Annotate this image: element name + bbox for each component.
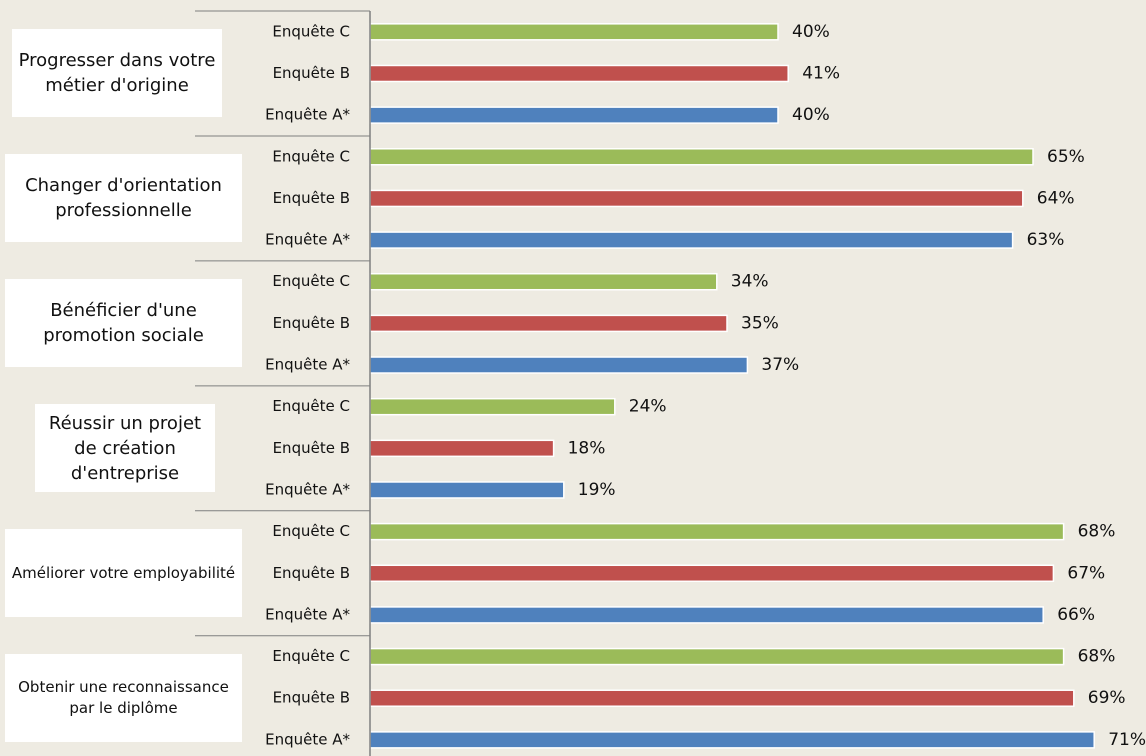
bar	[369, 314, 728, 333]
bar	[369, 272, 718, 291]
row-label: Enquête C	[272, 22, 350, 40]
row-label: Enquête A*	[265, 231, 350, 249]
value-label: 35%	[741, 313, 779, 333]
row-label: Enquête B	[273, 564, 350, 582]
group-label: Changer d'orientation professionnelle	[5, 154, 242, 243]
value-label: 64%	[1037, 188, 1075, 208]
bar	[369, 606, 1044, 624]
value-label: 67%	[1067, 563, 1105, 583]
group-label: Améliorer votre employabilité	[5, 529, 242, 618]
row-label: Enquête A*	[265, 480, 350, 498]
value-label: 34%	[731, 272, 769, 292]
bar	[369, 189, 1024, 208]
bar	[369, 64, 789, 83]
group-label: Progresser dans votre métier d'origine	[12, 29, 222, 118]
row-label: Enquête B	[273, 439, 350, 457]
bar	[369, 522, 1065, 541]
row-label: Enquête A*	[265, 730, 350, 748]
row-label: Enquête C	[272, 522, 350, 540]
value-label: 40%	[792, 22, 830, 42]
bar	[369, 356, 749, 374]
value-label: 24%	[629, 397, 667, 417]
row-label: Enquête B	[273, 689, 350, 707]
bar	[369, 23, 779, 41]
value-label: 63%	[1027, 230, 1065, 250]
bar	[369, 231, 1014, 249]
row-label: Enquête A*	[265, 106, 350, 124]
group-label: Réussir un projet de création d'entrepri…	[35, 404, 215, 493]
value-label: 40%	[792, 105, 830, 125]
row-label: Enquête C	[272, 397, 350, 415]
value-label: 69%	[1088, 688, 1126, 708]
bar	[369, 689, 1075, 707]
bar	[369, 397, 616, 416]
bar	[369, 439, 555, 458]
value-label: 19%	[578, 480, 616, 500]
bar	[369, 106, 779, 124]
row-label: Enquête A*	[265, 356, 350, 374]
bar	[369, 564, 1055, 583]
row-label: Enquête B	[273, 314, 350, 332]
bar	[369, 647, 1065, 666]
row-label: Enquête B	[273, 189, 350, 207]
row-label: Enquête B	[273, 64, 350, 82]
value-label: 68%	[1078, 522, 1116, 542]
bar	[369, 148, 1034, 166]
bar	[369, 481, 565, 499]
row-label: Enquête C	[272, 272, 350, 290]
value-label: 41%	[802, 63, 840, 83]
value-label: 68%	[1078, 647, 1116, 667]
bar	[369, 731, 1095, 749]
row-label: Enquête C	[272, 647, 350, 665]
group-label: Obtenir une reconnaissance par le diplôm…	[5, 654, 242, 743]
row-label: Enquête C	[272, 147, 350, 165]
value-label: 71%	[1108, 730, 1146, 750]
group-label: Bénéficier d'une promotion sociale	[5, 279, 242, 368]
row-label: Enquête A*	[265, 605, 350, 623]
value-label: 37%	[761, 355, 799, 375]
value-label: 18%	[568, 438, 606, 458]
value-label: 65%	[1047, 147, 1085, 167]
value-label: 66%	[1057, 605, 1095, 625]
